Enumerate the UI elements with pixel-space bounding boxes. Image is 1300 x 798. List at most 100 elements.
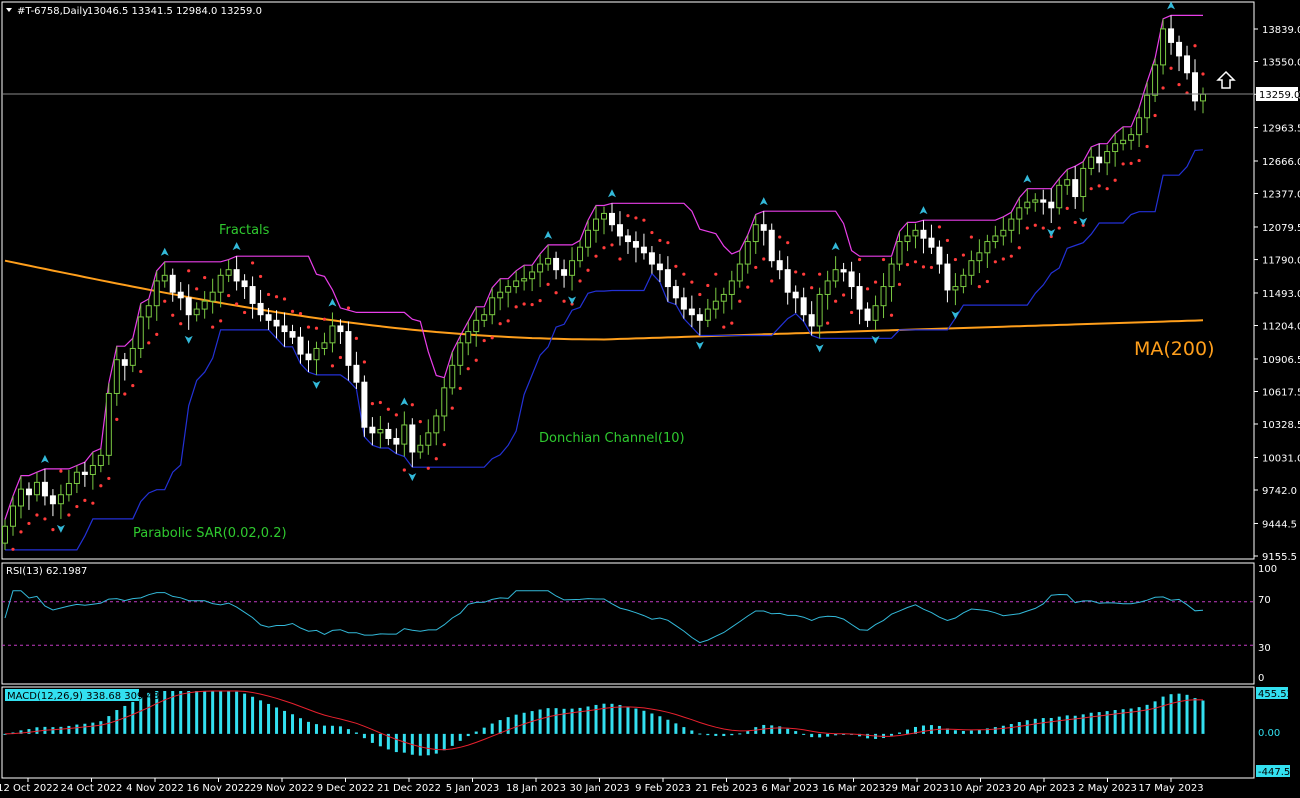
candle [1168, 15, 1175, 55]
macd-bar [115, 710, 119, 734]
sar-dot [338, 355, 343, 360]
macd-bar [834, 733, 838, 736]
candle-body [417, 444, 424, 453]
sar-dot [953, 257, 958, 262]
sar-dot [91, 501, 95, 505]
macd-bar [1017, 722, 1021, 734]
fractal-up-icon [759, 197, 768, 206]
sar-dot [818, 272, 822, 276]
macd-bar [163, 691, 167, 734]
macd-bar [59, 726, 63, 734]
candle [728, 270, 735, 310]
time-tick-label: 24 Oct 2022 [61, 783, 123, 794]
candle [736, 250, 743, 288]
candle-body [377, 428, 384, 434]
macd-bar [19, 730, 23, 734]
macd-bar [1025, 720, 1029, 734]
candle [521, 265, 528, 291]
sar-dot [834, 299, 838, 303]
price-tick-label: 11204.0 [1262, 321, 1300, 332]
sar-dot [83, 498, 87, 502]
candle [425, 419, 432, 455]
sar-dot [171, 313, 175, 317]
candle-body [457, 342, 464, 366]
fractal-up-icon [831, 242, 840, 251]
sar-dot [762, 257, 766, 261]
candle-body [249, 286, 256, 304]
sar-dot [378, 400, 382, 405]
macd-bar [35, 727, 39, 734]
candle-body [73, 471, 80, 484]
candle-body [1056, 184, 1063, 209]
sar-dot [1097, 184, 1101, 188]
sar-dot [466, 367, 470, 371]
macd-bar [147, 692, 151, 734]
time-tick-label: 29 Nov 2022 [250, 783, 314, 794]
sar-dot [59, 469, 63, 473]
price-tick-label: 9444.5 [1262, 519, 1297, 530]
time-tick-label: 17 May 2023 [1138, 783, 1203, 794]
candle-body [1160, 28, 1167, 66]
macd-bar [219, 691, 223, 734]
rsi-level-70: 70 [1258, 595, 1271, 606]
macd-bar [658, 716, 662, 734]
sar-dot [203, 275, 207, 280]
fractal-down-icon [815, 344, 824, 353]
sar-dot [562, 299, 566, 303]
sar-dot [1073, 220, 1077, 225]
candle [561, 259, 568, 288]
candle [944, 253, 951, 303]
rsi-level-0: 0 [1258, 673, 1264, 684]
sar-dot [163, 299, 167, 303]
macd-bar [322, 725, 326, 734]
macd-bar [642, 710, 646, 734]
macd-level-top: 455.52 [1258, 689, 1293, 700]
candle [513, 270, 520, 294]
sar-dot [658, 238, 662, 243]
candle [177, 282, 184, 311]
sar-dot [538, 299, 542, 303]
sar-dot [426, 466, 430, 470]
macd-bar [306, 721, 310, 734]
macd-bar [187, 691, 191, 734]
price-tick-label: 11493.0 [1262, 289, 1300, 300]
sar-dot [682, 272, 686, 276]
fractal-up-icon [328, 298, 337, 307]
sar-dot [274, 295, 279, 299]
macd-signal-line [4, 690, 1204, 751]
candle [824, 270, 831, 310]
candle-body [1040, 199, 1047, 203]
candle-body [680, 297, 687, 310]
macd-bar [227, 691, 231, 734]
rsi-level-30: 30 [1258, 643, 1271, 654]
macd-bar [346, 729, 350, 734]
sar-dot [802, 272, 806, 276]
sar-dot [123, 392, 127, 396]
fractal-up-icon [160, 247, 169, 256]
candle [912, 223, 919, 249]
candle-body [313, 347, 320, 361]
macd-bar [570, 708, 574, 734]
macd-layer [3, 690, 1205, 756]
sar-dot [1129, 161, 1133, 165]
sar-dot [195, 287, 199, 291]
candle [289, 324, 296, 344]
candle [209, 278, 216, 314]
candle-body [241, 280, 248, 288]
macd-bar [1153, 701, 1157, 734]
price-tick-label: 12079.5 [1262, 223, 1300, 234]
candle [816, 287, 823, 339]
sar-dot [250, 261, 255, 265]
candle [776, 250, 783, 280]
sar-dot [873, 280, 878, 284]
candle-body [385, 428, 392, 439]
sar-dot [418, 419, 422, 424]
candle [1112, 133, 1119, 167]
candle [1096, 143, 1103, 173]
dropdown-arrow-icon[interactable] [6, 8, 12, 12]
macd-bar [474, 731, 478, 734]
candle [89, 451, 96, 490]
sar-dot [730, 321, 734, 325]
macd-bar [1137, 707, 1141, 734]
candle [161, 261, 168, 288]
